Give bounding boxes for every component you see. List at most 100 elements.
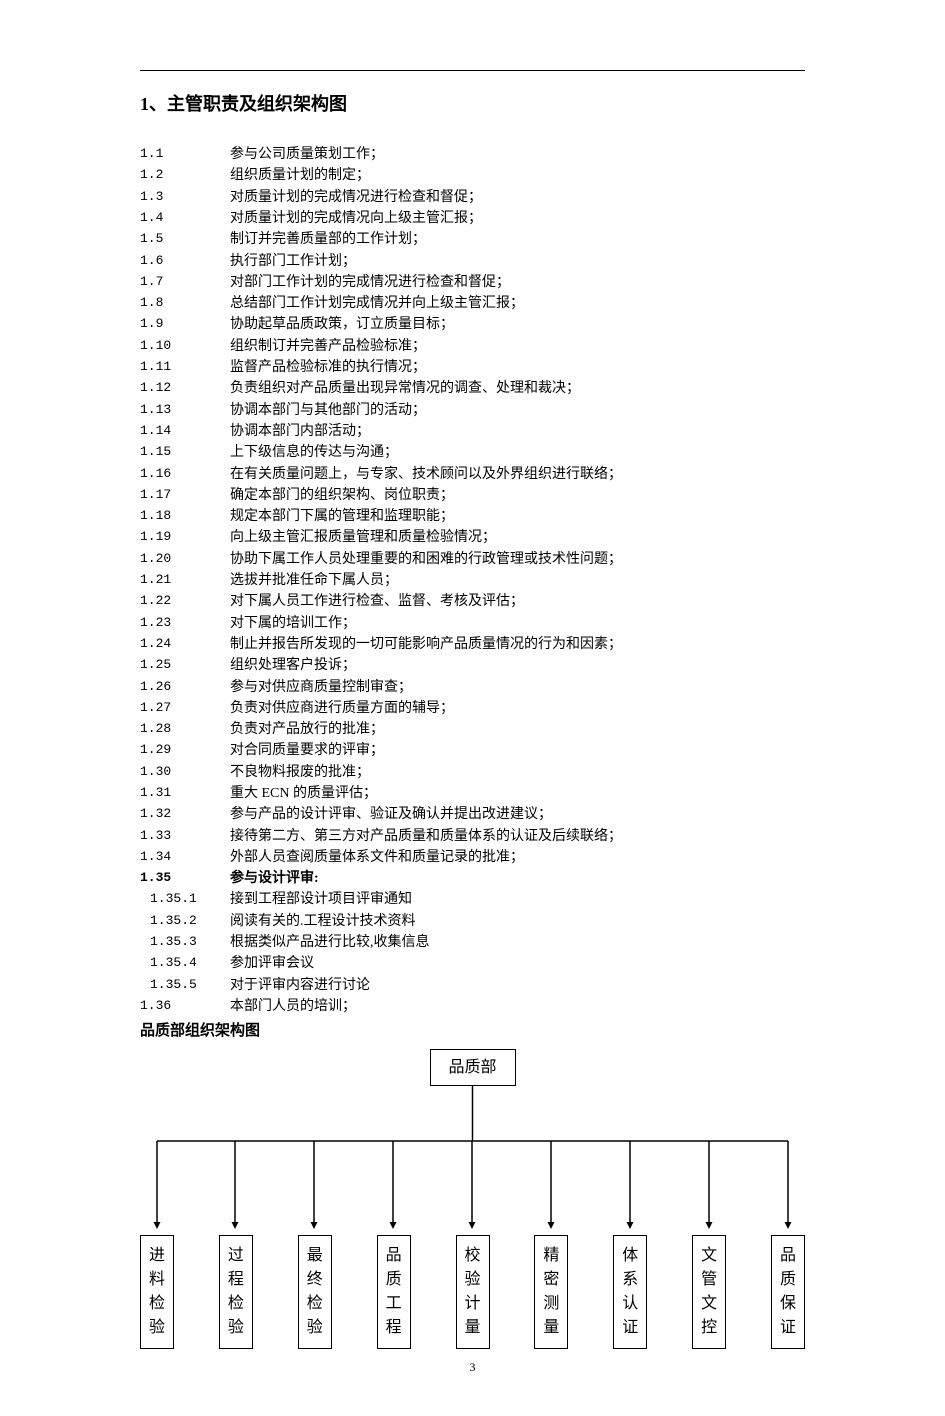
list-item-number: 1.1 <box>140 145 230 165</box>
list-item: 1.15上下级信息的传达与沟通； <box>140 443 805 463</box>
list-item-text: 根据类似产品进行比较,收集信息 <box>230 933 805 953</box>
list-item: 1.11监督产品检验标准的执行情况； <box>140 358 805 378</box>
list-item-number: 1.4 <box>140 209 230 229</box>
list-item: 1.17确定本部门的组织架构、岗位职责； <box>140 486 805 506</box>
list-item-number: 1.14 <box>140 422 230 442</box>
list-item: 1.13协调本部门与其他部门的活动； <box>140 401 805 421</box>
list-item: 1.4对质量计划的完成情况向上级主管汇报； <box>140 209 805 229</box>
list-item: 1.10组织制订并完善产品检验标准； <box>140 337 805 357</box>
list-item-text: 对下属人员工作进行检查、监督、考核及评估； <box>230 592 805 612</box>
list-item-number: 1.2 <box>140 166 230 186</box>
list-item-text: 对部门工作计划的完成情况进行检查和督促； <box>230 273 805 293</box>
list-item-number: 1.15 <box>140 443 230 463</box>
list-item: 1.5制订并完善质量部的工作计划； <box>140 230 805 250</box>
list-item: 1.20协助下属工作人员处理重要的和困难的行政管理或技术性问题； <box>140 550 805 570</box>
list-item-number: 1.17 <box>140 486 230 506</box>
page-title: 1、主管职责及组织架构图 <box>140 91 805 117</box>
list-item: 1.35.4参加评审会议 <box>140 954 805 974</box>
org-child-node: 校验计量 <box>456 1235 490 1349</box>
list-item-text: 总结部门工作计划完成情况并向上级主管汇报； <box>230 294 805 314</box>
list-item: 1.32参与产品的设计评审、验证及确认并提出改进建议； <box>140 805 805 825</box>
list-item-text: 对质量计划的完成情况进行检查和督促； <box>230 188 805 208</box>
list-item-number: 1.35.5 <box>140 976 230 996</box>
org-child-node: 精密测量 <box>534 1235 568 1349</box>
list-item: 1.8总结部门工作计划完成情况并向上级主管汇报； <box>140 294 805 314</box>
list-item-number: 1.5 <box>140 230 230 250</box>
list-item: 1.29对合同质量要求的评审； <box>140 741 805 761</box>
list-item-text: 确定本部门的组织架构、岗位职责； <box>230 486 805 506</box>
list-item: 1.7对部门工作计划的完成情况进行检查和督促； <box>140 273 805 293</box>
list-item: 1.1参与公司质量策划工作； <box>140 145 805 165</box>
list-item-text: 参与对供应商质量控制审查； <box>230 678 805 698</box>
list-item: 1.2组织质量计划的制定； <box>140 166 805 186</box>
list-item: 1.19向上级主管汇报质量管理和质量检验情况； <box>140 528 805 548</box>
org-child-node: 体系认证 <box>613 1235 647 1349</box>
list-item: 1.14协调本部门内部活动； <box>140 422 805 442</box>
list-item-number: 1.10 <box>140 337 230 357</box>
org-child-node: 文管文控 <box>692 1235 726 1349</box>
list-item-number: 1.35.3 <box>140 933 230 953</box>
list-item: 1.22对下属人员工作进行检查、监督、考核及评估； <box>140 592 805 612</box>
list-item-number: 1.30 <box>140 763 230 783</box>
list-item: 1.25组织处理客户投诉； <box>140 656 805 676</box>
list-item-number: 1.11 <box>140 358 230 378</box>
org-root-node: 品质部 <box>429 1049 515 1086</box>
list-item-text: 制止并报告所发现的一切可能影响产品质量情况的行为和因素； <box>230 635 805 655</box>
list-item-number: 1.31 <box>140 784 230 804</box>
list-item: 1.3对质量计划的完成情况进行检查和督促； <box>140 188 805 208</box>
list-item-text: 参加评审会议 <box>230 954 805 974</box>
page-number: 3 <box>140 1359 805 1376</box>
list-item: 1.9协助起草品质政策，订立质量目标； <box>140 315 805 335</box>
list-item-number: 1.7 <box>140 273 230 293</box>
org-children-row: 进料检验过程检验最终检验品质工程校验计量精密测量体系认证文管文控品质保证 <box>140 1235 805 1349</box>
list-item: 1.35.2阅读有关的.工程设计技术资料 <box>140 912 805 932</box>
list-item: 1.35参与设计评审: <box>140 869 805 889</box>
list-item: 1.35.1接到工程部设计项目评审通知 <box>140 890 805 910</box>
list-item-number: 1.27 <box>140 699 230 719</box>
list-item-text: 向上级主管汇报质量管理和质量检验情况； <box>230 528 805 548</box>
list-item-number: 1.9 <box>140 315 230 335</box>
list-item-number: 1.12 <box>140 379 230 399</box>
list-item-text: 选拔并批准任命下属人员； <box>230 571 805 591</box>
list-item-text: 负责对产品放行的批准； <box>230 720 805 740</box>
list-item-text: 对下属的培训工作； <box>230 614 805 634</box>
list-item-number: 1.16 <box>140 465 230 485</box>
list-item: 1.30不良物料报废的批准； <box>140 763 805 783</box>
list-item-text: 对质量计划的完成情况向上级主管汇报； <box>230 209 805 229</box>
list-item-number: 1.34 <box>140 848 230 868</box>
list-item-text: 接待第二方、第三方对产品质量和质量体系的认证及后续联络； <box>230 827 805 847</box>
list-item-text: 重大 ECN 的质量评估； <box>230 784 805 804</box>
list-item-number: 1.35 <box>140 869 230 889</box>
list-item-number: 1.20 <box>140 550 230 570</box>
list-item: 1.24制止并报告所发现的一切可能影响产品质量情况的行为和因素； <box>140 635 805 655</box>
list-item: 1.23对下属的培训工作； <box>140 614 805 634</box>
list-item-text: 本部门人员的培训； <box>230 997 805 1017</box>
list-item: 1.18规定本部门下属的管理和监理职能； <box>140 507 805 527</box>
org-child-node: 品质工程 <box>377 1235 411 1349</box>
list-item: 1.34外部人员查阅质量体系文件和质量记录的批准； <box>140 848 805 868</box>
list-item-number: 1.29 <box>140 741 230 761</box>
list-item-text: 负责对供应商进行质量方面的辅导； <box>230 699 805 719</box>
list-item-number: 1.35.1 <box>140 890 230 910</box>
responsibility-list: 1.1参与公司质量策划工作；1.2组织质量计划的制定；1.3对质量计划的完成情况… <box>140 145 805 1017</box>
org-child-node: 进料检验 <box>140 1235 174 1349</box>
list-item: 1.35.3根据类似产品进行比较,收集信息 <box>140 933 805 953</box>
list-item: 1.33接待第二方、第三方对产品质量和质量体系的认证及后续联络； <box>140 827 805 847</box>
list-item-text: 在有关质量问题上，与专家、技术顾问以及外界组织进行联络； <box>230 465 805 485</box>
list-item-text: 接到工程部设计项目评审通知 <box>230 890 805 910</box>
list-item-text: 组织质量计划的制定； <box>230 166 805 186</box>
org-chart: 品质部 进料检验过程检验最终检验品质工程校验计量精密测量体系认证文管文控品质保证 <box>140 1049 805 1349</box>
list-item-number: 1.25 <box>140 656 230 676</box>
list-item: 1.36本部门人员的培训； <box>140 997 805 1017</box>
list-item-text: 协助起草品质政策，订立质量目标； <box>230 315 805 335</box>
list-item-text: 协调本部门与其他部门的活动； <box>230 401 805 421</box>
list-item-number: 1.23 <box>140 614 230 634</box>
list-item-number: 1.35.4 <box>140 954 230 974</box>
list-item: 1.28负责对产品放行的批准； <box>140 720 805 740</box>
org-child-node: 最终检验 <box>298 1235 332 1349</box>
list-item-text: 不良物料报废的批准； <box>230 763 805 783</box>
list-item-text: 组织制订并完善产品检验标准； <box>230 337 805 357</box>
list-item-number: 1.13 <box>140 401 230 421</box>
list-item-text: 协助下属工作人员处理重要的和困难的行政管理或技术性问题； <box>230 550 805 570</box>
list-item: 1.26参与对供应商质量控制审查； <box>140 678 805 698</box>
